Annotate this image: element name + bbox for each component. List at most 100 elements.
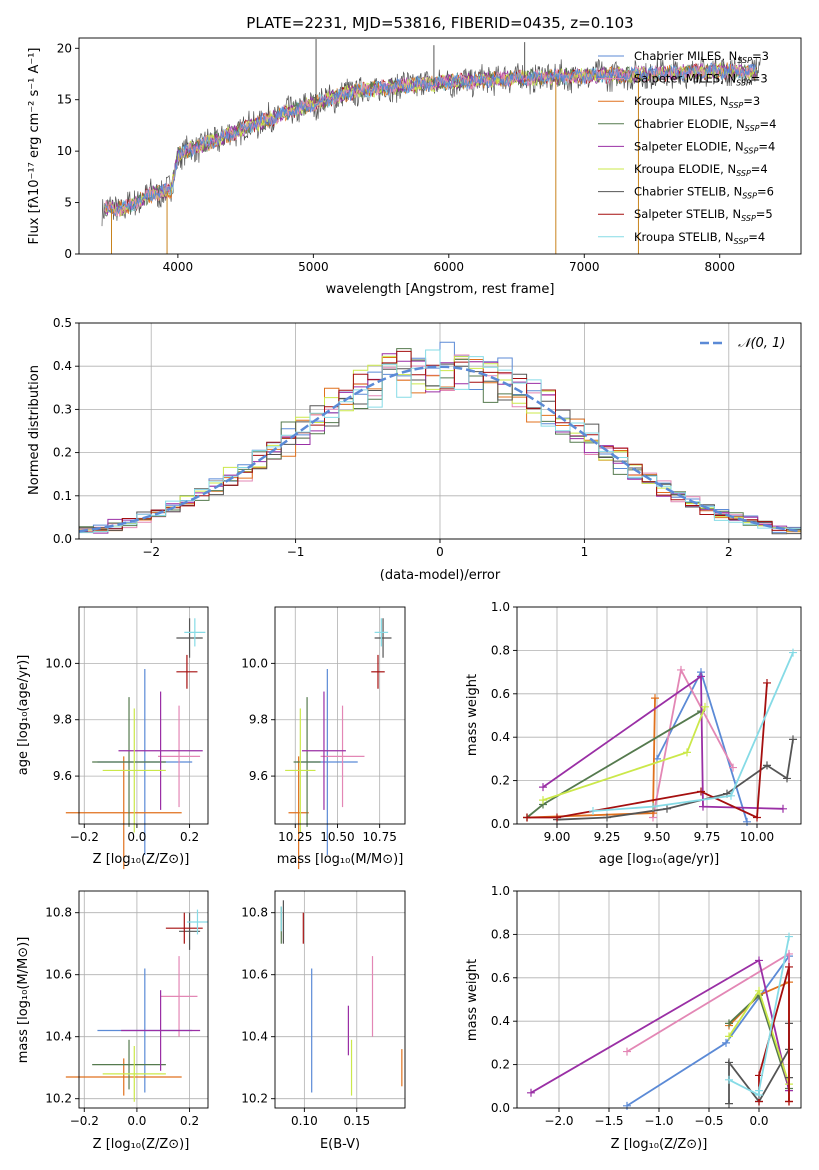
spectrum-axis: 4000 5000 6000 7000 8000 0 5 10 15 20 (57, 37, 802, 274)
x-tick-label: 7000 (569, 260, 600, 274)
weight-marker-ks (785, 932, 793, 941)
y-tick-label: 0.2 (491, 1058, 510, 1072)
weight-marker-ks (727, 791, 735, 800)
x-tick-label: 5000 (298, 260, 329, 274)
y-tick-label: 10.4 (45, 1030, 72, 1044)
normal-legend-label: 𝒩(0, 1) (738, 336, 785, 351)
x-tick-label: 9.25 (594, 830, 621, 844)
y-tick-label: 0.6 (491, 687, 510, 701)
y-tick-label: 10 (57, 144, 72, 158)
x-tick-label: 10.25 (278, 830, 312, 844)
y-tick-label: 10.6 (45, 968, 72, 982)
y-tick-label: 0.4 (491, 1014, 510, 1028)
y-tick-label: 0.0 (491, 817, 510, 831)
weight-marker-cs (603, 813, 611, 822)
spectrum-lines (101, 39, 761, 254)
y-tick-label: 1.0 (491, 600, 510, 614)
y-tick-label: 15 (57, 93, 72, 107)
x-axis-label: mass [log₁₀(M/M⊙)] (277, 852, 404, 867)
panel-ebv-mass: 0.10 0.15 10.2 10.4 10.6 10.8 E(B-V) (241, 890, 406, 1152)
x-tick-label: −1.5 (594, 1114, 623, 1128)
x-tick-label: −0.2 (70, 1114, 99, 1128)
x-tick-label: 0.2 (180, 1114, 199, 1128)
x-tick-label: 0.0 (127, 830, 146, 844)
weight-marker-ke (725, 1032, 733, 1041)
x-axis-label: Z [log₁₀(Z/Z⊙)] (93, 852, 190, 867)
x-tick-label: 0.15 (343, 1114, 370, 1128)
weight-marker-ke (701, 702, 709, 711)
residual-panel: −2 −1 0 1 2 0.0 0.1 0.2 0.3 0.4 0.5 𝒩(0, 1) (data-… (27, 316, 802, 583)
weight-marker-se (755, 956, 763, 965)
weight-marker-ss (523, 813, 531, 822)
y-tick-label: 0.2 (53, 446, 72, 460)
weight-marker-ks (789, 648, 797, 657)
x-axis-label: Z [log₁₀(Z/Z⊙)] (93, 1137, 190, 1152)
axes-frame (274, 606, 406, 825)
panel-Z-weight: −2.0 −1.5 −1.0 −0.5 0.0 0.0 0.2 0.4 0.6 0.8 1.0 Z [… (465, 884, 802, 1152)
weight-marker-ks (725, 1075, 733, 1084)
y-tick-label: 20 (57, 41, 72, 55)
y-tick-label: 0.4 (53, 359, 72, 373)
weight-marker-cm (623, 1101, 631, 1110)
legend-label-ce: Chabrier ELODIE, NSSP=4 (634, 117, 776, 133)
legend-label-ss: Salpeter STELIB, NSSP=5 (634, 207, 773, 223)
weight-marker-ss (785, 962, 793, 971)
weight-marker-cm (722, 1038, 730, 1047)
residual-xlabel: (data-model)/error (380, 568, 501, 583)
axes-frame (516, 606, 802, 825)
legend-label-se: Salpeter ELODIE, NSSP=4 (634, 139, 775, 155)
y-axis-label: mass weight (465, 674, 480, 756)
legend-label-cm: Chabrier MILES, NSSP=3 (634, 49, 769, 65)
x-tick-label: 10.75 (362, 830, 396, 844)
weight-marker-ss (697, 787, 705, 796)
x-tick-label: −0.5 (694, 1114, 723, 1128)
weight-marker-ks (589, 806, 597, 815)
x-tick-label: 8000 (704, 260, 735, 274)
weight-marker-ke (755, 986, 763, 995)
residual-ylabel: Normed distribution (27, 365, 42, 495)
y-tick-label: 0.8 (491, 927, 510, 941)
x-tick-label: 0.2 (180, 830, 199, 844)
grid-lines (79, 891, 208, 1108)
x-tick-label: −0.2 (70, 830, 99, 844)
weight-marker-cs (663, 804, 671, 813)
weight-marker-ke (683, 748, 691, 757)
x-tick-label: 9.50 (644, 830, 671, 844)
axes-frame (274, 890, 406, 1109)
x-tick-label: 9.00 (544, 830, 571, 844)
panel-mass-age: 10.25 10.50 10.75 9.6 9.8 10.0 mass [log₁₀(M/M… (241, 606, 406, 870)
spectrum-ylabel: Flux [fλ10⁻¹⁷ erg cm⁻² s⁻¹ A⁻¹] (27, 48, 42, 245)
weight-marker-sm (677, 665, 685, 674)
y-tick-label: 0.3 (53, 402, 72, 416)
weight-marker-ss (763, 678, 771, 687)
x-axis-label: E(B-V) (320, 1137, 360, 1152)
weight-marker-se (697, 672, 705, 681)
weight-marker-ke (539, 796, 547, 805)
y-tick-label: 0.2 (491, 774, 510, 788)
y-tick-label: 0.0 (491, 1101, 510, 1115)
weight-marker-cs (763, 761, 771, 770)
spectrum-legend: Chabrier MILES, NSSP=3 Salpeter MILES, NS… (598, 49, 776, 246)
axes-frame (78, 606, 209, 825)
weight-marker-sm (729, 763, 737, 772)
x-axis-label: age [log₁₀(age/yr)] (599, 852, 720, 867)
y-tick-label: 0.0 (53, 532, 72, 546)
y-tick-label: 10.2 (241, 1092, 268, 1106)
weight-line-ks (592, 652, 794, 812)
panel-age-weight: 9.00 9.25 9.50 9.75 10.00 0.0 0.2 0.4 0.6 0.8 1.0 a… (465, 600, 802, 867)
x-tick-label: 9.75 (694, 830, 721, 844)
weight-marker-sm (623, 1047, 631, 1056)
weight-marker-cm (743, 817, 751, 826)
weight-line-se (542, 674, 784, 810)
x-tick-label: 0.0 (127, 1114, 146, 1128)
y-tick-label: 10.4 (241, 1030, 268, 1044)
y-tick-label: 10.0 (241, 656, 268, 670)
y-tick-label: 9.6 (53, 769, 72, 783)
grid-lines (275, 891, 405, 1108)
legend-label-ks: Kroupa STELIB, NSSP=4 (634, 230, 765, 246)
axes-frame (78, 890, 209, 1109)
weight-marker-ks (755, 1086, 763, 1095)
y-tick-label: 10.8 (241, 906, 268, 920)
x-tick-label: 1 (581, 545, 589, 559)
